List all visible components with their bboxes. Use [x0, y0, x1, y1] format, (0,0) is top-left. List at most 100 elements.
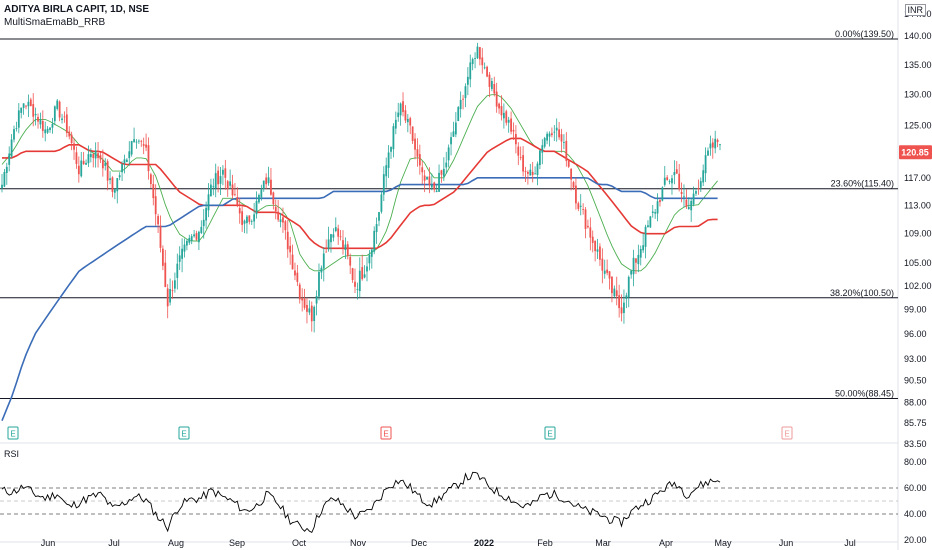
price-pane[interactable]: [0, 0, 899, 550]
candle-body: [695, 191, 697, 194]
candle-body: [390, 146, 392, 152]
candle-body: [277, 211, 280, 220]
candle-body: [296, 272, 299, 282]
candle-body: [183, 244, 186, 252]
candle-body: [322, 253, 325, 269]
candle-body: [53, 106, 56, 122]
rsi-label: RSI: [4, 449, 19, 459]
time-tick-label: Apr: [659, 538, 673, 548]
candle-body: [375, 224, 378, 233]
candle-body: [65, 114, 68, 134]
candle-body: [13, 129, 15, 140]
candle-body: [27, 101, 30, 107]
candle-body: [41, 120, 44, 131]
candle-body: [373, 230, 376, 252]
candle-body: [675, 169, 678, 174]
candle-body: [659, 200, 661, 203]
candle-body: [236, 197, 239, 206]
candle-body: [101, 160, 104, 169]
candle-body: [611, 276, 613, 294]
candle-body: [589, 227, 592, 238]
candle-body: [286, 231, 289, 250]
candle-body: [306, 304, 308, 312]
candle-body: [63, 116, 66, 118]
candle-body: [680, 191, 683, 194]
earnings-marker-icon: [178, 426, 190, 440]
candle-body: [130, 141, 133, 155]
candle-body: [166, 288, 169, 307]
candle-body: [39, 119, 42, 125]
candle-body: [382, 174, 385, 195]
candle-body: [212, 186, 215, 188]
candle-body: [250, 220, 253, 222]
candle-body: [3, 171, 6, 187]
candle-body: [186, 240, 188, 246]
candle-body: [457, 107, 460, 121]
candle-body: [531, 171, 534, 176]
candle-body: [15, 128, 18, 130]
candle-body: [402, 101, 404, 113]
candle-body: [308, 308, 311, 313]
candle-body: [339, 236, 342, 238]
rsi-pane[interactable]: RSI: [0, 449, 898, 534]
candle-body: [361, 267, 364, 280]
fib-label: 38.20%(100.50): [830, 288, 894, 298]
candle-body: [284, 221, 287, 231]
symbol-title: ADITYA BIRLA CAPIT, 1D, NSE: [4, 4, 150, 15]
candle-body: [202, 219, 205, 227]
candle-body: [154, 196, 157, 215]
candle-body: [488, 74, 491, 87]
candle-body: [5, 166, 8, 173]
candle-body: [68, 131, 71, 137]
time-axis[interactable]: Jun Jul Aug Sep Oct Nov Dec 2022 Feb Mar Apr May Jun…: [41, 538, 856, 548]
candle-body: [85, 162, 87, 165]
candle-body: [426, 177, 428, 180]
candle-body: [125, 159, 128, 163]
candle-body: [349, 257, 352, 266]
time-tick-label: Jul: [108, 538, 120, 548]
candle-body: [623, 302, 625, 314]
price-tick-label: 140.00: [904, 31, 932, 41]
price-axis[interactable]: 140.00 135.00 130.00 125.00 117.00 113.00 109.…: [899, 9, 932, 545]
candle-body: [522, 155, 524, 172]
candle-body: [668, 181, 671, 183]
candle-body: [142, 144, 145, 146]
candle-body: [433, 182, 436, 190]
candle-body: [392, 126, 395, 150]
price-tick-label: 96.00: [904, 329, 927, 339]
candle-body: [346, 244, 349, 257]
candle-body: [34, 113, 37, 116]
fib-label: 23.60%(115.40): [831, 179, 894, 189]
candle-body: [534, 173, 536, 175]
candle-body: [558, 129, 561, 138]
candle-body: [368, 254, 371, 264]
earnings-marker-icon: [380, 426, 392, 440]
candle-body: [70, 134, 73, 143]
candle-body: [697, 188, 700, 190]
earnings-marker-icon: [781, 426, 793, 440]
candle-body: [1, 184, 3, 189]
candle-body: [615, 290, 618, 297]
candle-body: [563, 142, 565, 144]
earnings-marker-label: E: [10, 430, 15, 439]
candle-body: [25, 105, 27, 107]
candle-body: [608, 271, 611, 279]
candle-body: [267, 177, 270, 184]
candle-body: [10, 139, 13, 157]
time-tick-label: Jul: [844, 538, 856, 548]
candle-body: [490, 81, 493, 89]
candle-body: [109, 178, 111, 181]
candle-body: [195, 233, 198, 240]
candle-body: [529, 169, 532, 176]
currency-badge[interactable]: INR: [904, 4, 926, 16]
candle-body: [231, 184, 234, 196]
candle-body: [358, 270, 361, 292]
candle-body: [536, 163, 539, 175]
candle-body: [399, 103, 402, 116]
candle-body: [258, 195, 260, 203]
candle-body: [8, 153, 11, 165]
candle-body: [234, 194, 236, 196]
candle-body: [512, 129, 515, 132]
